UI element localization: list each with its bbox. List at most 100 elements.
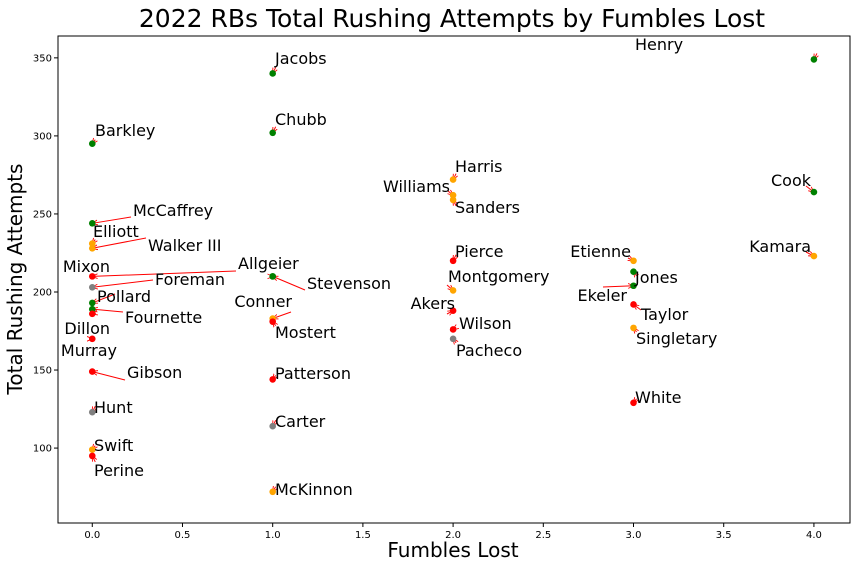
y-tick-label: 200 <box>33 287 52 298</box>
label-mostert: Mostert <box>275 323 336 342</box>
x-tick-label: 0.5 <box>175 530 191 541</box>
arrow-mixon <box>92 270 237 276</box>
x-tick-label: 1.5 <box>355 530 371 541</box>
label-gibson: Gibson <box>127 363 182 382</box>
y-tick-label: 150 <box>33 366 52 377</box>
label-conner: Conner <box>234 292 292 311</box>
label-carter: Carter <box>275 412 326 431</box>
x-tick-label: 3.0 <box>626 530 642 541</box>
arrow-fournette <box>92 309 124 313</box>
point-walker-iii <box>88 244 96 252</box>
label-barkley: Barkley <box>95 121 155 140</box>
label-mckinnon: McKinnon <box>275 480 353 499</box>
label-patterson: Patterson <box>275 364 351 383</box>
point-kamara <box>810 252 818 260</box>
arrow-ekeler <box>602 286 634 287</box>
point-hunt <box>88 408 96 416</box>
point-etienne <box>630 257 637 265</box>
label-henry: Henry <box>635 35 683 54</box>
point-foreman <box>88 284 96 291</box>
x-tick-label: 1.0 <box>265 530 281 541</box>
label-mixon: Mixon <box>63 257 110 276</box>
label-kamara: Kamara <box>749 237 811 256</box>
point-montgomery <box>449 287 457 294</box>
point-mccaffrey <box>88 220 96 227</box>
point-barkley <box>88 140 96 148</box>
y-tick-label: 250 <box>33 209 52 220</box>
label-akers: Akers <box>411 294 455 313</box>
point-fournette <box>88 305 96 313</box>
x-tick-label: 0.0 <box>84 530 100 541</box>
point-pierce <box>449 257 457 265</box>
label-fournette: Fournette <box>125 308 202 327</box>
label-white: White <box>635 388 682 407</box>
label-elliott: Elliott <box>93 222 139 241</box>
label-etienne: Etienne <box>570 242 631 261</box>
point-pacheco <box>449 335 457 343</box>
point-sanders <box>449 196 457 204</box>
arrow-pollard <box>92 293 116 303</box>
x-axis-label: Fumbles Lost <box>387 538 518 562</box>
label-pacheco: Pacheco <box>456 341 522 360</box>
point-dillon <box>88 310 96 318</box>
y-tick-label: 350 <box>33 53 52 64</box>
point-cook <box>810 188 818 196</box>
point-singletary <box>630 324 637 332</box>
point-williams <box>449 191 457 199</box>
point-harris <box>449 176 457 183</box>
y-tick-label: 300 <box>33 131 52 142</box>
label-chubb: Chubb <box>275 110 327 129</box>
label-jones: Jones <box>634 268 678 287</box>
point-mostert <box>269 318 276 325</box>
point-carter <box>269 422 276 430</box>
point-white <box>630 399 637 407</box>
label-taylor: Taylor <box>640 305 689 324</box>
label-mccaffrey: McCaffrey <box>133 201 213 220</box>
point-labels: Henry Jacobs Chubb Barkley Harris Williams San… <box>61 35 812 499</box>
label-stevenson: Stevenson <box>307 274 391 293</box>
x-tick-label: 2.5 <box>535 530 551 541</box>
data-points <box>88 56 818 496</box>
arrow-walker-iii <box>92 237 147 248</box>
label-foreman: Foreman <box>155 270 225 289</box>
label-swift: Swift <box>94 436 133 455</box>
y-tick-label: 100 <box>33 444 52 455</box>
point-jacobs <box>269 70 276 77</box>
label-dillon: Dillon <box>64 319 110 338</box>
label-montgomery: Montgomery <box>448 267 549 286</box>
point-mckinnon <box>269 488 276 496</box>
point-henry <box>810 56 818 63</box>
x-tick-label: 4.0 <box>806 530 822 541</box>
label-singletary: Singletary <box>636 329 717 348</box>
label-pollard: Pollard <box>97 287 151 306</box>
y-axis-ticks: 100 150 200 250 300 350 <box>33 53 58 455</box>
point-stevenson <box>269 273 276 280</box>
point-murray <box>88 335 96 343</box>
point-taylor <box>630 301 637 308</box>
x-axis-ticks: 0.0 0.5 1.0 1.5 2.0 2.5 3.0 3.5 4.0 <box>84 523 822 541</box>
point-patterson <box>269 376 276 383</box>
label-sanders: Sanders <box>455 198 520 217</box>
x-tick-label: 2.0 <box>445 530 461 541</box>
label-hunt: Hunt <box>94 398 133 417</box>
y-axis-label: Total Rushing Attempts <box>3 164 27 396</box>
arrow-mccaffrey <box>92 216 132 223</box>
label-perine: Perine <box>94 461 144 480</box>
label-wilson: Wilson <box>459 314 512 333</box>
label-allgeier: Allgeier <box>238 254 299 273</box>
point-pollard <box>88 299 96 307</box>
plot-frame <box>57 35 851 524</box>
x-tick-label: 3.5 <box>716 530 732 541</box>
label-ekeler: Ekeler <box>577 286 627 305</box>
label-pierce: Pierce <box>455 242 503 261</box>
label-williams: Williams <box>383 177 450 196</box>
point-perine <box>88 452 96 460</box>
chart-title: 2022 RBs Total Rushing Attempts by Fumbl… <box>139 4 765 33</box>
label-cook: Cook <box>771 171 812 190</box>
point-ekeler <box>630 282 637 290</box>
point-jones <box>630 268 637 275</box>
label-murray: Murray <box>61 341 117 360</box>
point-elliott <box>88 240 96 247</box>
arrow-stevenson <box>273 276 306 291</box>
